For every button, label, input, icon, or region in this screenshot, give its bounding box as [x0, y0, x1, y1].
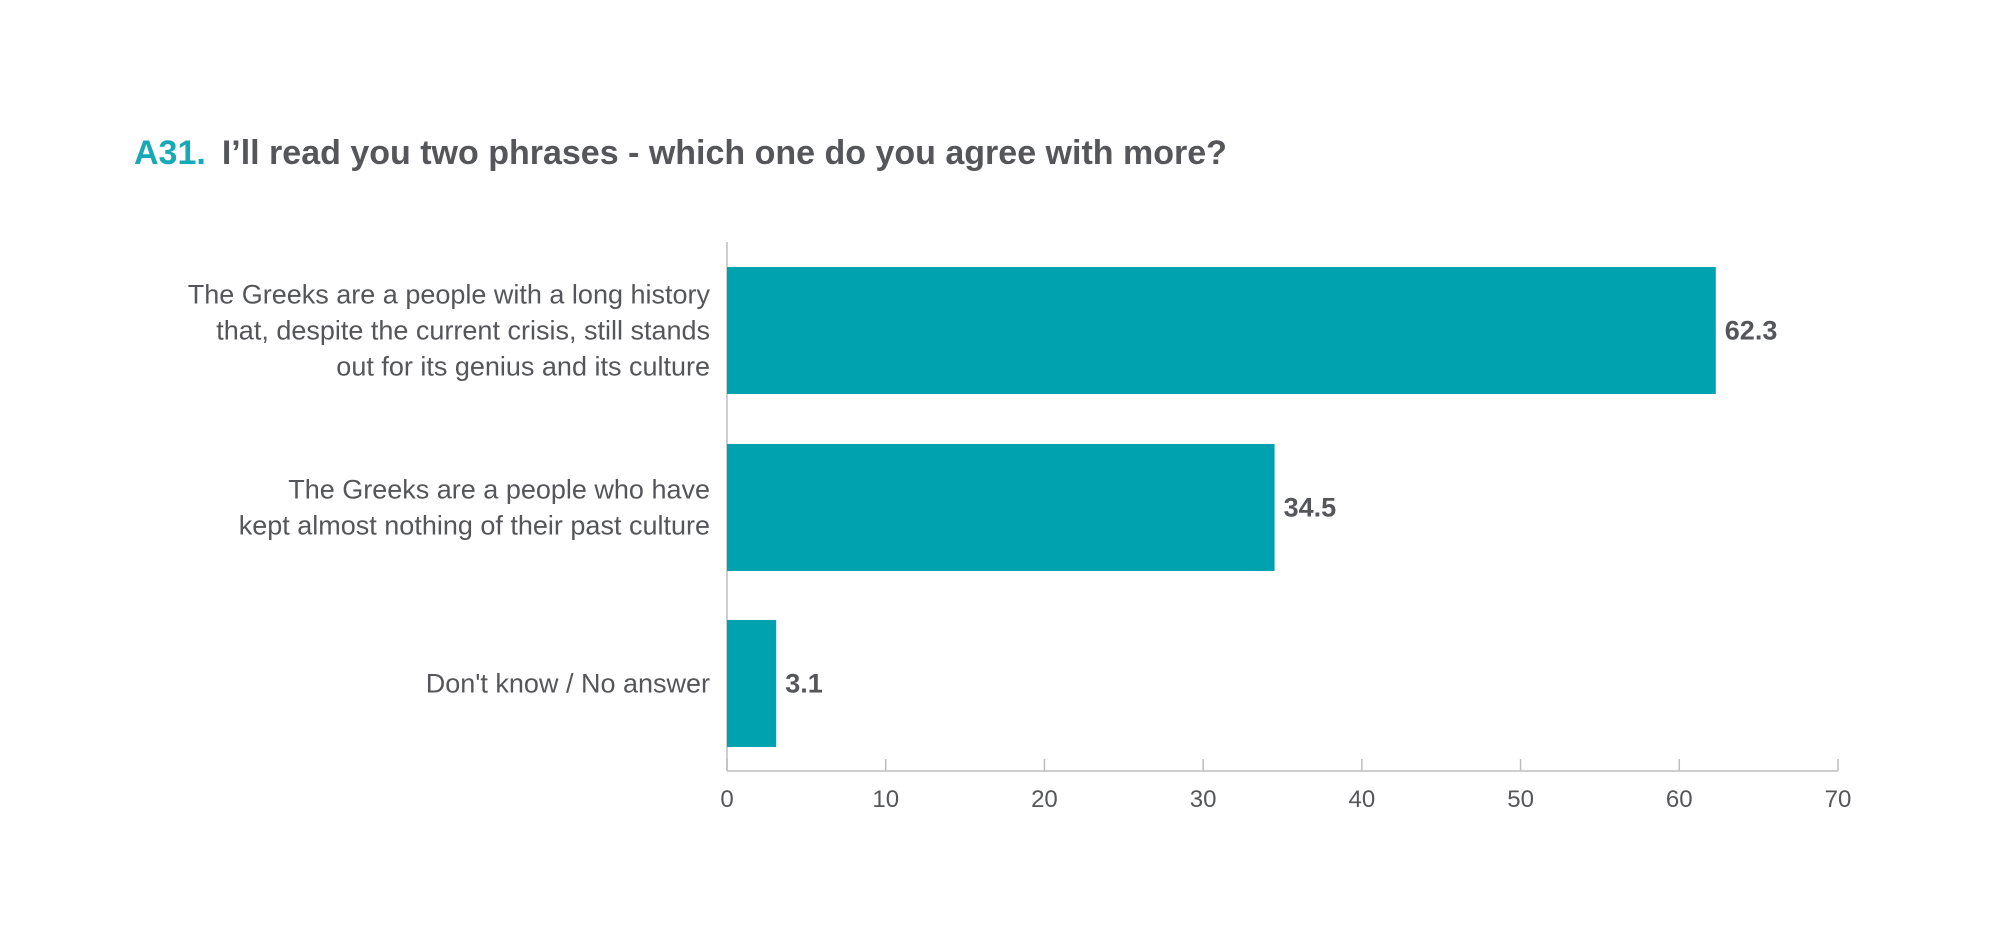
- x-tick-label: 30: [1190, 786, 1217, 813]
- category-label-line: kept almost nothing of their past cultur…: [239, 511, 710, 541]
- bar-value-label: 34.5: [1284, 493, 1337, 523]
- x-tick-label: 40: [1349, 786, 1376, 813]
- x-tick-label: 70: [1825, 786, 1852, 813]
- x-tick-label: 0: [720, 786, 733, 813]
- category-label: Don't know / No answer: [426, 669, 710, 699]
- category-label-line: The Greeks are a people who have: [288, 475, 710, 505]
- category-label: The Greeks are a people who have kept alm…: [239, 475, 710, 541]
- question-text: I’ll read you two phrases - which one do…: [221, 134, 1227, 172]
- bar-value-label: 3.1: [785, 669, 823, 699]
- category-label-line: that, despite the current crisis, still …: [216, 316, 710, 346]
- labels-layer: 62.3 The Greeks are a people with a long …: [188, 280, 1778, 699]
- category-label: The Greeks are a people with a long hist…: [188, 280, 711, 382]
- question-id: A31.: [134, 134, 206, 172]
- x-tick-label: 10: [872, 786, 899, 813]
- category-label-line: Don't know / No answer: [426, 669, 710, 699]
- bar: [727, 267, 1716, 394]
- x-tick-label: 60: [1666, 786, 1693, 813]
- bar: [727, 444, 1275, 571]
- category-label-line: out for its genius and its culture: [336, 352, 710, 382]
- x-tick-label: 20: [1031, 786, 1058, 813]
- category-label-line: The Greeks are a people with a long hist…: [188, 280, 711, 310]
- bars-layer: [727, 267, 1716, 747]
- bar-value-label: 62.3: [1725, 316, 1778, 346]
- axis-layer: 0 10 20 30 40 50 60 70: [720, 242, 1851, 813]
- bar: [727, 620, 777, 747]
- chart-title: A31. I’ll read you two phrases - which on…: [134, 134, 1227, 173]
- x-tick-label: 50: [1507, 786, 1534, 813]
